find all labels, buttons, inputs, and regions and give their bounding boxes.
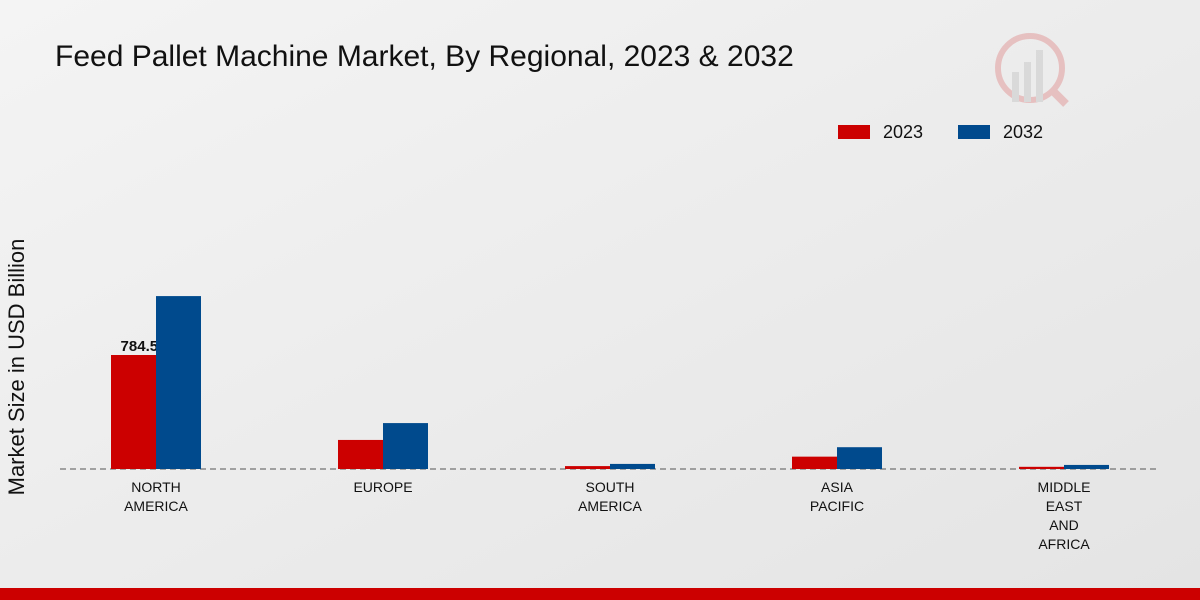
bar bbox=[1064, 464, 1109, 469]
chart-title: Feed Pallet Machine Market, By Regional,… bbox=[55, 40, 794, 73]
legend-swatch bbox=[838, 125, 870, 139]
x-tick-label: MIDDLE EAST AND AFRICA bbox=[1038, 479, 1091, 552]
footer-bar bbox=[0, 588, 1200, 600]
bar bbox=[156, 296, 201, 469]
y-axis-title: Market Size in USD Billion bbox=[4, 239, 29, 496]
x-tick-label: ASIA PACIFIC bbox=[810, 479, 864, 514]
x-tick-label: NORTH AMERICA bbox=[124, 479, 188, 514]
bar bbox=[111, 355, 156, 469]
bar bbox=[338, 439, 383, 469]
data-label: 784.55 bbox=[121, 338, 167, 355]
watermark-logo bbox=[995, 33, 1069, 107]
legend-swatch bbox=[958, 125, 990, 139]
bar bbox=[610, 463, 655, 469]
bar bbox=[1019, 466, 1064, 469]
bar bbox=[383, 423, 428, 469]
legend-label: 2032 bbox=[1003, 122, 1043, 142]
legend-label: 2023 bbox=[883, 122, 923, 142]
bar bbox=[565, 466, 610, 469]
bar bbox=[792, 456, 837, 469]
bar bbox=[837, 447, 882, 469]
x-tick-label: EUROPE bbox=[353, 479, 412, 495]
x-tick-label: SOUTH AMERICA bbox=[578, 479, 642, 514]
